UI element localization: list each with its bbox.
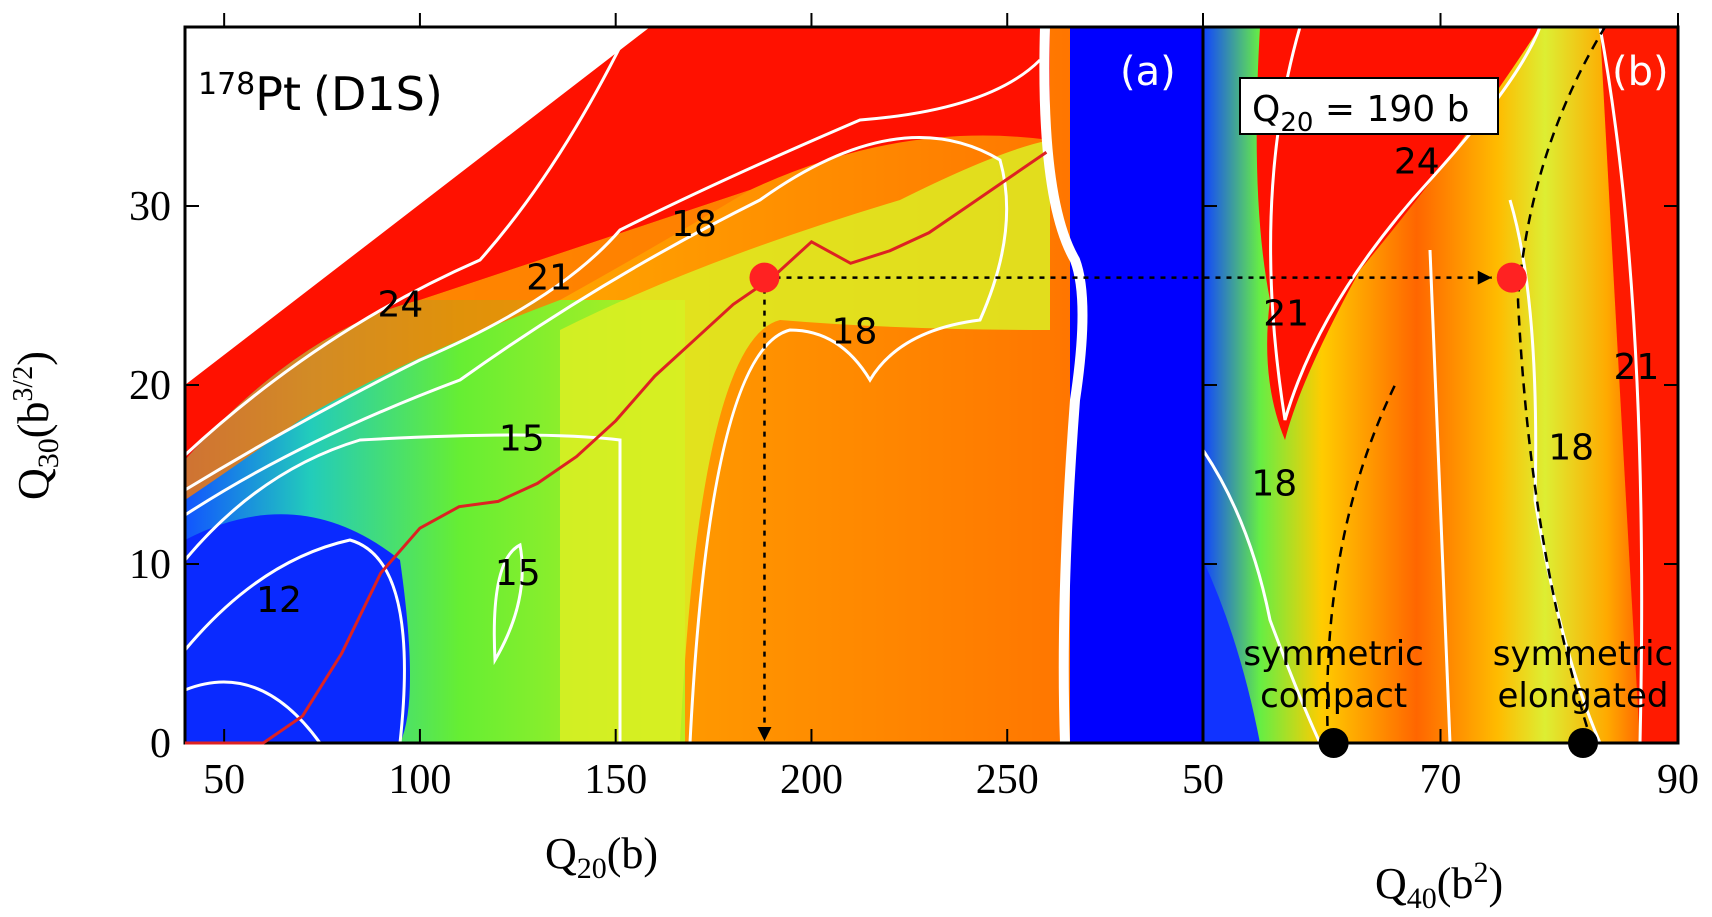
heat-red-region xyxy=(185,27,1050,460)
y-tick-label: 30 xyxy=(129,184,171,230)
contour-label-b: 24 xyxy=(1394,141,1440,182)
marker-b xyxy=(1496,262,1527,293)
heat-yellow-band xyxy=(560,140,1050,743)
minimum-label-line1: symmetric xyxy=(1493,634,1673,674)
y-tick-label: 0 xyxy=(150,721,171,767)
minimum-label-line2: elongated xyxy=(1498,676,1669,716)
heat-blank-corner xyxy=(185,27,650,385)
x-tick-label-b: 70 xyxy=(1420,757,1462,803)
contour-labels: 24 21 18 18 15 15 12 24 21 21 18 18 xyxy=(256,141,1659,621)
x-tick-label-a: 200 xyxy=(780,757,843,803)
minimum-label-line1: symmetric xyxy=(1243,634,1423,674)
contour-line xyxy=(1598,27,1644,743)
panel-b-heatmap xyxy=(1203,27,1678,743)
x-tick-label-a: 50 xyxy=(203,757,245,803)
heat-blue-fission xyxy=(1070,27,1203,743)
contour-label-b: 21 xyxy=(1614,347,1660,388)
contour-label-a: 15 xyxy=(495,553,541,594)
contour-line xyxy=(1039,27,1088,743)
q20-label: Q20 = 190 b xyxy=(1252,89,1470,138)
ylabel-unit-pre: (b xyxy=(9,402,58,439)
x-axis-label-b: Q40(b2) xyxy=(1375,856,1503,915)
contour-label-a: 15 xyxy=(499,419,545,460)
panel-a-heatmap xyxy=(185,27,1203,743)
y-tick-label: 10 xyxy=(129,542,171,588)
x-tick-label-b: 50 xyxy=(1182,757,1224,803)
panel-a-contours xyxy=(185,27,1088,743)
fission-path-line xyxy=(185,151,1048,745)
x-tick-label-a: 150 xyxy=(584,757,647,803)
contour-line xyxy=(185,538,406,743)
contour-line xyxy=(185,680,322,743)
y-axis-label: Q30(b3/2) xyxy=(8,351,65,500)
contour-label-a: 24 xyxy=(377,284,423,325)
heat-b-blue-corner xyxy=(1203,560,1260,743)
xlabel-b-unit-post: ) xyxy=(1488,859,1503,908)
ylabel-unit-post: ) xyxy=(9,351,58,366)
heat-orange-band xyxy=(185,190,750,500)
x-tick-label-b: 90 xyxy=(1657,757,1699,803)
ylabel-sub: 30 xyxy=(32,438,65,468)
contour-label-b: 18 xyxy=(1251,463,1297,504)
valley-compact xyxy=(1325,384,1397,744)
nucleus-label: 178Pt (D1S) xyxy=(198,67,443,121)
panel-a-letter: (a) xyxy=(1120,49,1176,95)
arrowhead-right xyxy=(1477,270,1492,285)
ylabel-sup: 3/2 xyxy=(8,366,39,402)
marker-a xyxy=(749,262,780,293)
q20-base: Q xyxy=(1252,89,1280,130)
contour-label-b: 18 xyxy=(1548,428,1594,469)
xlabel-b-sub: 40 xyxy=(1407,882,1437,915)
minimum-label-line2: compact xyxy=(1260,676,1407,716)
q20-rest: = 190 b xyxy=(1313,89,1469,130)
minimum-point xyxy=(1318,728,1349,758)
contour-line xyxy=(492,542,524,666)
contour-line xyxy=(185,433,622,743)
valley-elongated xyxy=(1516,26,1607,744)
heat-b-red-edge xyxy=(1600,27,1678,743)
heat-blue-well xyxy=(185,514,410,743)
contour-line xyxy=(185,27,632,457)
contour-label-a: 21 xyxy=(526,258,572,299)
xlabel-a-sub: 20 xyxy=(577,852,607,885)
minimum-point xyxy=(1568,728,1598,758)
contour-label-a: 18 xyxy=(832,311,878,352)
contour-line xyxy=(1428,249,1452,743)
xlabel-b-base: Q xyxy=(1375,859,1407,908)
contour-label-a: 12 xyxy=(256,580,302,621)
xlabel-a-unit: (b) xyxy=(607,829,658,878)
contour-label-b: 21 xyxy=(1263,293,1309,334)
x-axis-label-a: Q20(b) xyxy=(545,829,658,885)
panel-b-letter: (b) xyxy=(1612,49,1669,95)
ylabel-base: Q xyxy=(9,468,58,500)
nucleus-mass: 178 xyxy=(198,67,255,102)
xlabel-b-sup: 2 xyxy=(1473,856,1488,889)
arrowhead-down xyxy=(757,727,772,741)
dotted-arrows xyxy=(757,270,1492,741)
contour-line xyxy=(185,58,1042,492)
xlabel-b-unit-pre: (b xyxy=(1437,859,1474,908)
nucleus-functional: (D1S) xyxy=(313,67,443,121)
panel-b-valleys xyxy=(1325,26,1607,744)
nucleus-symbol: Pt xyxy=(255,67,301,121)
q20-sub: 20 xyxy=(1280,108,1313,138)
contour-label-a: 18 xyxy=(671,204,717,245)
x-tick-label-a: 250 xyxy=(976,757,1039,803)
q20-box xyxy=(1239,77,1499,135)
contour-line xyxy=(1508,199,1602,743)
x-tick-label-a: 100 xyxy=(388,757,451,803)
y-tick-label: 20 xyxy=(129,363,171,409)
xlabel-a-base: Q xyxy=(545,829,577,878)
contour-line xyxy=(1203,449,1322,743)
axis-ticks: 50 100 150 200 250 50 70 90 0 10 20 30 xyxy=(129,13,1699,803)
fission-path xyxy=(185,151,1048,745)
